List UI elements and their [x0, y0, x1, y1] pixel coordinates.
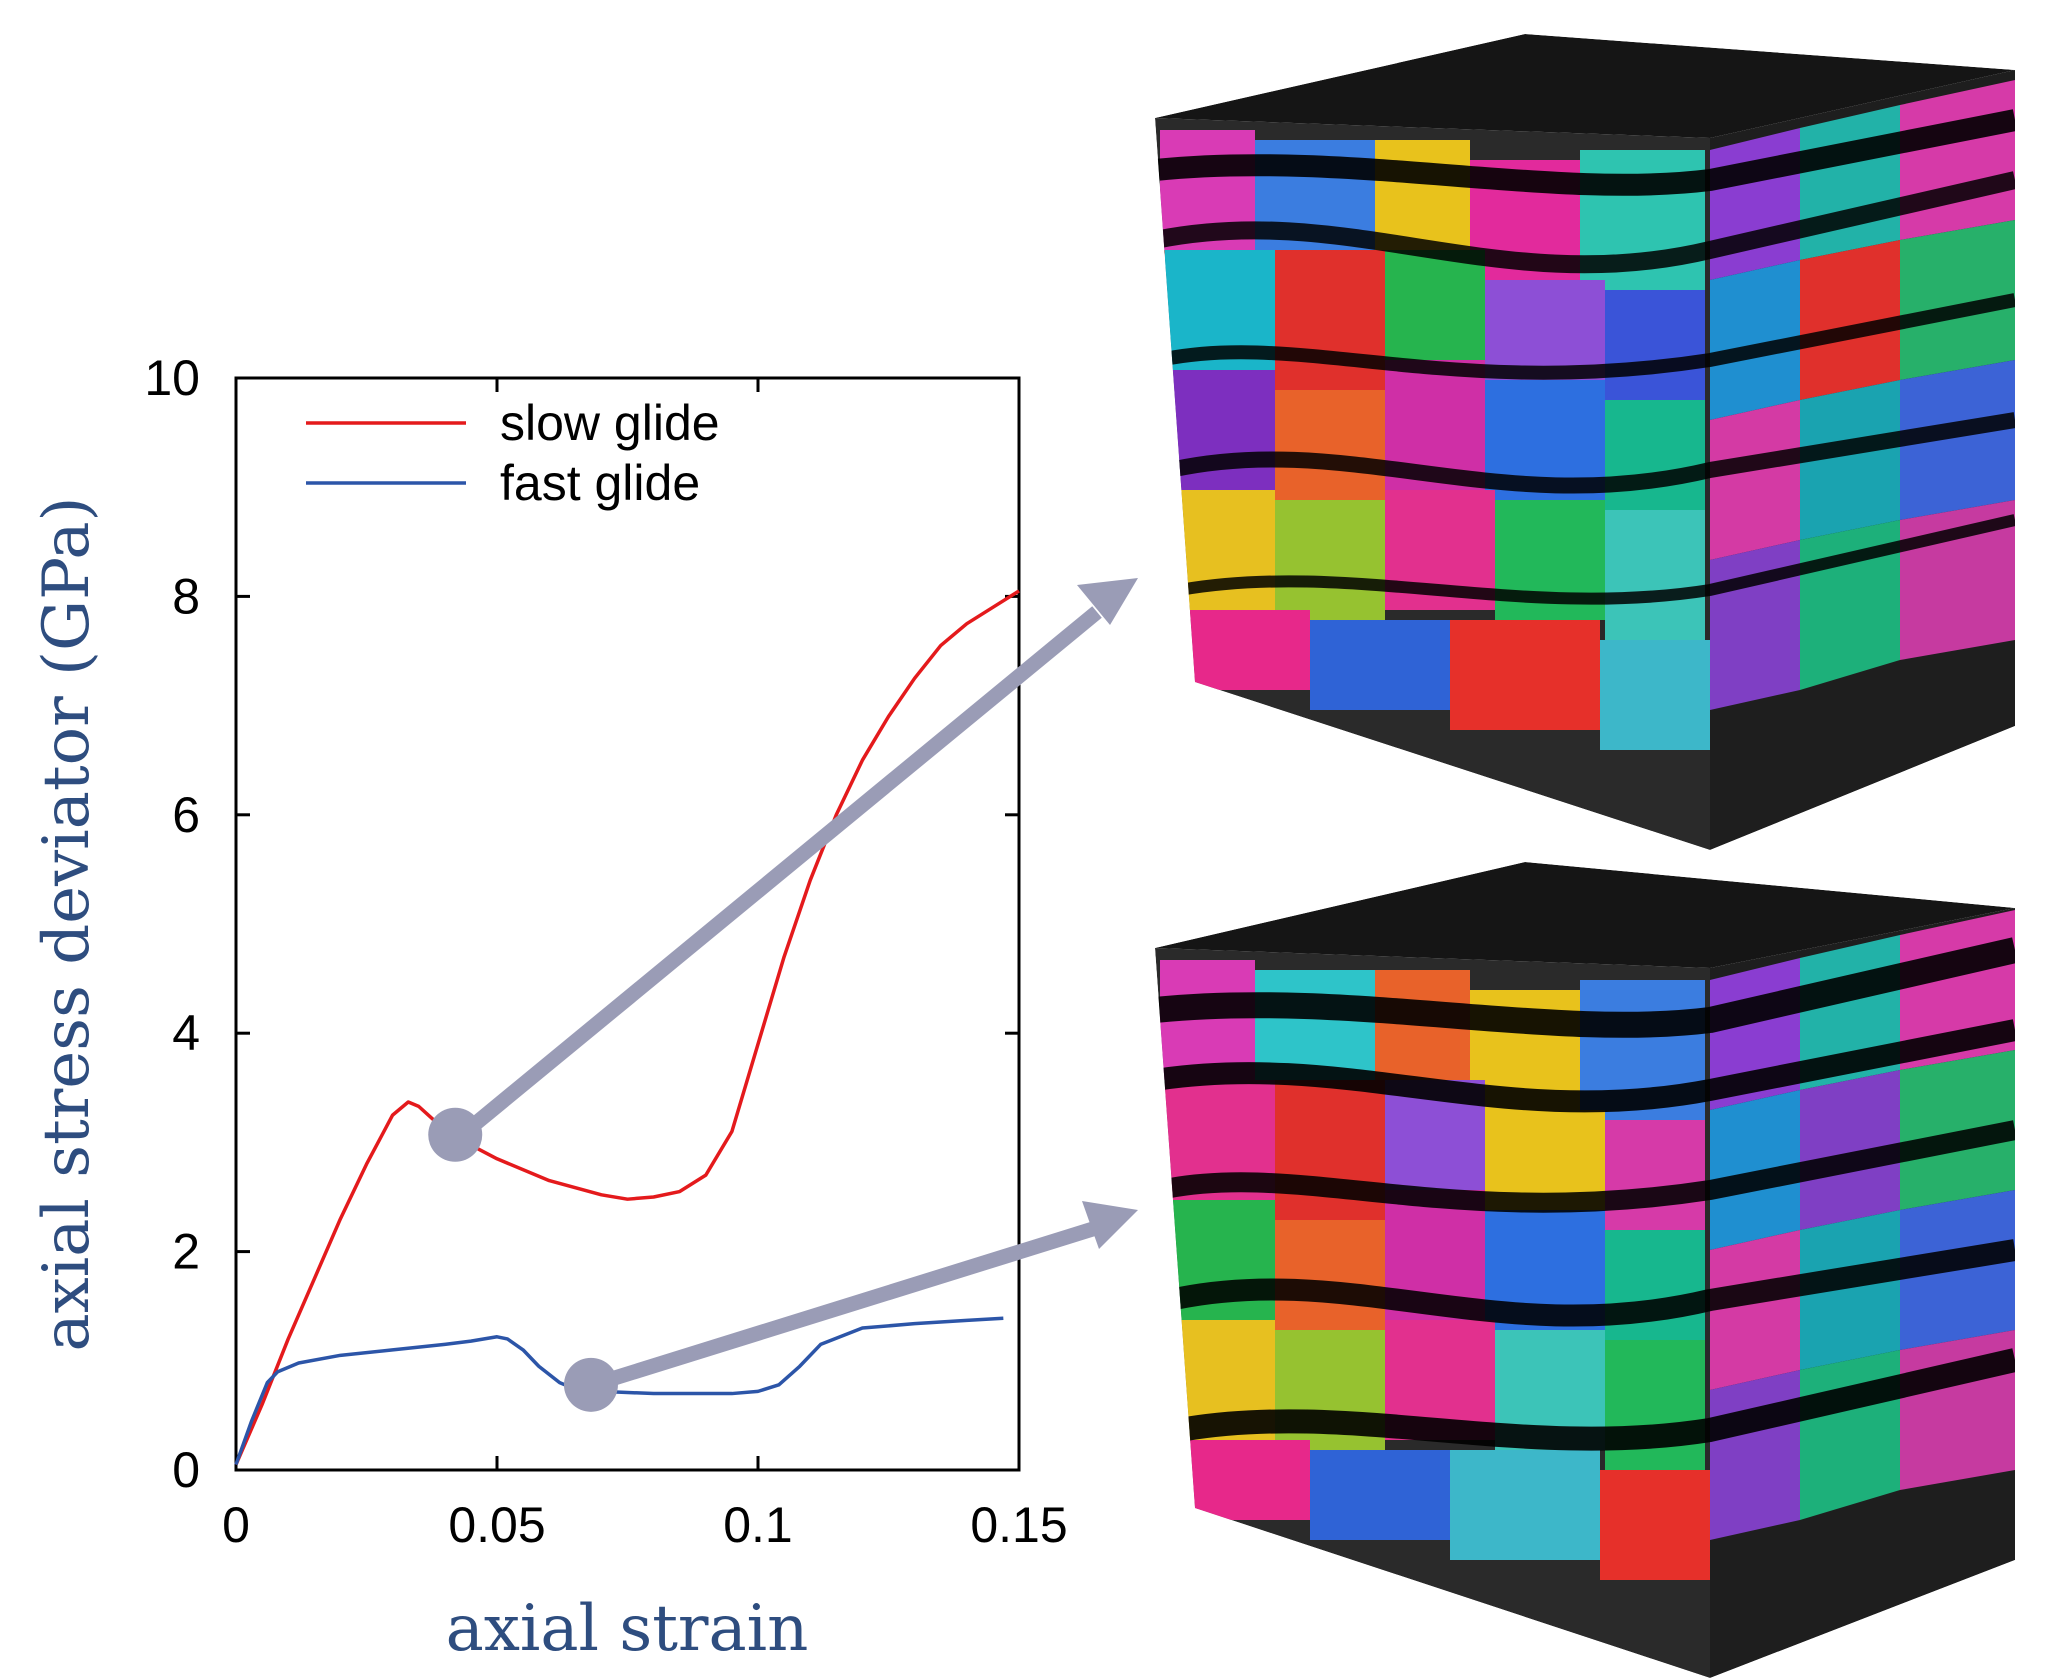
x-tick-label: 0.15	[970, 1497, 1067, 1553]
y-axis-title: axial stress deviator (GPa)	[30, 497, 104, 1352]
arrow-shaft-top	[453, 606, 1102, 1144]
series-line-slow-glide	[234, 589, 1020, 1466]
arrow-shaft-bottom	[589, 1220, 1099, 1393]
y-tick-label: 10	[144, 350, 200, 406]
marker-slow-glide	[428, 1107, 483, 1162]
series-layer	[234, 589, 1020, 1466]
x-tick-label: 0.1	[723, 1497, 793, 1553]
y-tick-label: 2	[172, 1224, 200, 1280]
stress-strain-chart: 0 2 4 6 8 10 0 0.05 0.1 0.15 slow glide fast gli…	[30, 350, 1068, 1666]
y-tick-labels: 0 2 4 6 8 10	[144, 350, 200, 1498]
series-line-fast-glide	[234, 1316, 1004, 1466]
y-tick-label: 8	[172, 568, 200, 624]
arrow-head-bottom	[1082, 1201, 1138, 1249]
microstructure-cube-bottom	[1155, 862, 2015, 1678]
x-axis-title: axial strain	[446, 1592, 809, 1666]
arrows	[428, 578, 1138, 1412]
axis-ticks	[234, 376, 1021, 1472]
y-tick-label: 4	[172, 1005, 200, 1061]
x-tick-labels: 0 0.05 0.1 0.15	[222, 1497, 1068, 1553]
y-tick-label: 0	[172, 1442, 200, 1498]
microstructure-cube-top	[1155, 34, 2015, 850]
plot-frame	[234, 376, 1021, 1472]
y-tick-label: 6	[172, 787, 200, 843]
arrow-head-top	[1077, 578, 1138, 625]
legend-label-fast-glide: fast glide	[500, 455, 700, 511]
legend: slow glide fast glide	[306, 395, 720, 511]
marker-fast-glide	[563, 1357, 618, 1412]
x-tick-label: 0	[222, 1497, 250, 1553]
x-tick-label: 0.05	[448, 1497, 545, 1553]
legend-label-slow-glide: slow glide	[500, 395, 720, 451]
